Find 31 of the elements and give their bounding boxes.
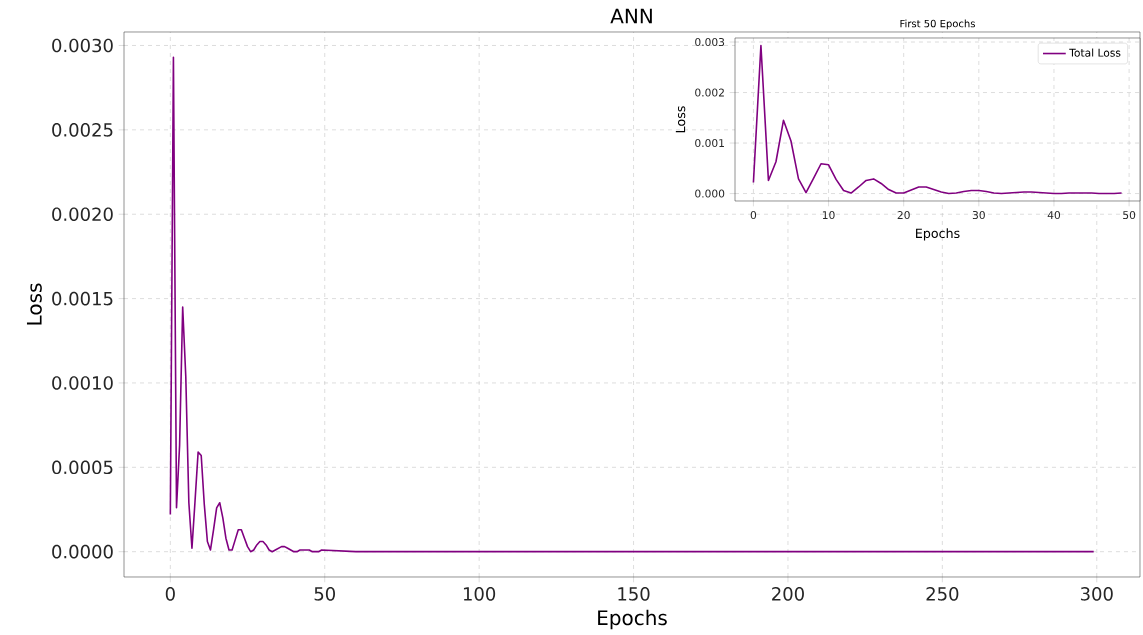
y-tick-label: 0.0025 — [52, 123, 113, 137]
x-axis-title: Epochs — [916, 228, 960, 241]
chart-title: ANN — [610, 8, 652, 24]
y-tick-label: 0.0000 — [52, 544, 113, 559]
x-tick-label: 200 — [772, 587, 804, 601]
x-tick-label: 250 — [926, 587, 959, 601]
y-tick-label: 0.0030 — [52, 38, 113, 53]
x-tick-label: 20 — [897, 211, 910, 220]
y-tick-label: 0.0015 — [52, 291, 113, 306]
chart-title: First 50 Epochs — [900, 19, 975, 30]
x-tick-label: 40 — [1047, 211, 1061, 220]
x-tick-label: 300 — [1080, 587, 1113, 601]
x-tick-label: 0 — [165, 587, 175, 601]
y-tick-label: 0.003 — [695, 37, 725, 47]
y-axis-title: Loss — [675, 106, 686, 133]
x-tick-label: 150 — [618, 587, 650, 601]
x-tick-label: 0 — [750, 211, 757, 220]
legend-label: Total Loss — [1069, 48, 1121, 57]
y-axis-title: Loss — [26, 283, 42, 325]
x-tick-label: 10 — [822, 211, 835, 220]
y-tick-label: 0.0010 — [52, 376, 113, 390]
x-axis-title: Epochs — [598, 609, 667, 630]
x-tick-label: 50 — [314, 587, 335, 601]
y-tick-label: 0.002 — [695, 88, 724, 97]
x-tick-label: 100 — [463, 587, 496, 601]
x-tick-label: 30 — [972, 211, 985, 220]
y-tick-label: 0.001 — [695, 139, 724, 148]
y-tick-label: 0.0020 — [52, 207, 113, 222]
y-tick-label: 0.000 — [695, 189, 725, 198]
x-tick-label: 50 — [1123, 211, 1136, 220]
y-tick-label: 0.0005 — [52, 460, 113, 475]
